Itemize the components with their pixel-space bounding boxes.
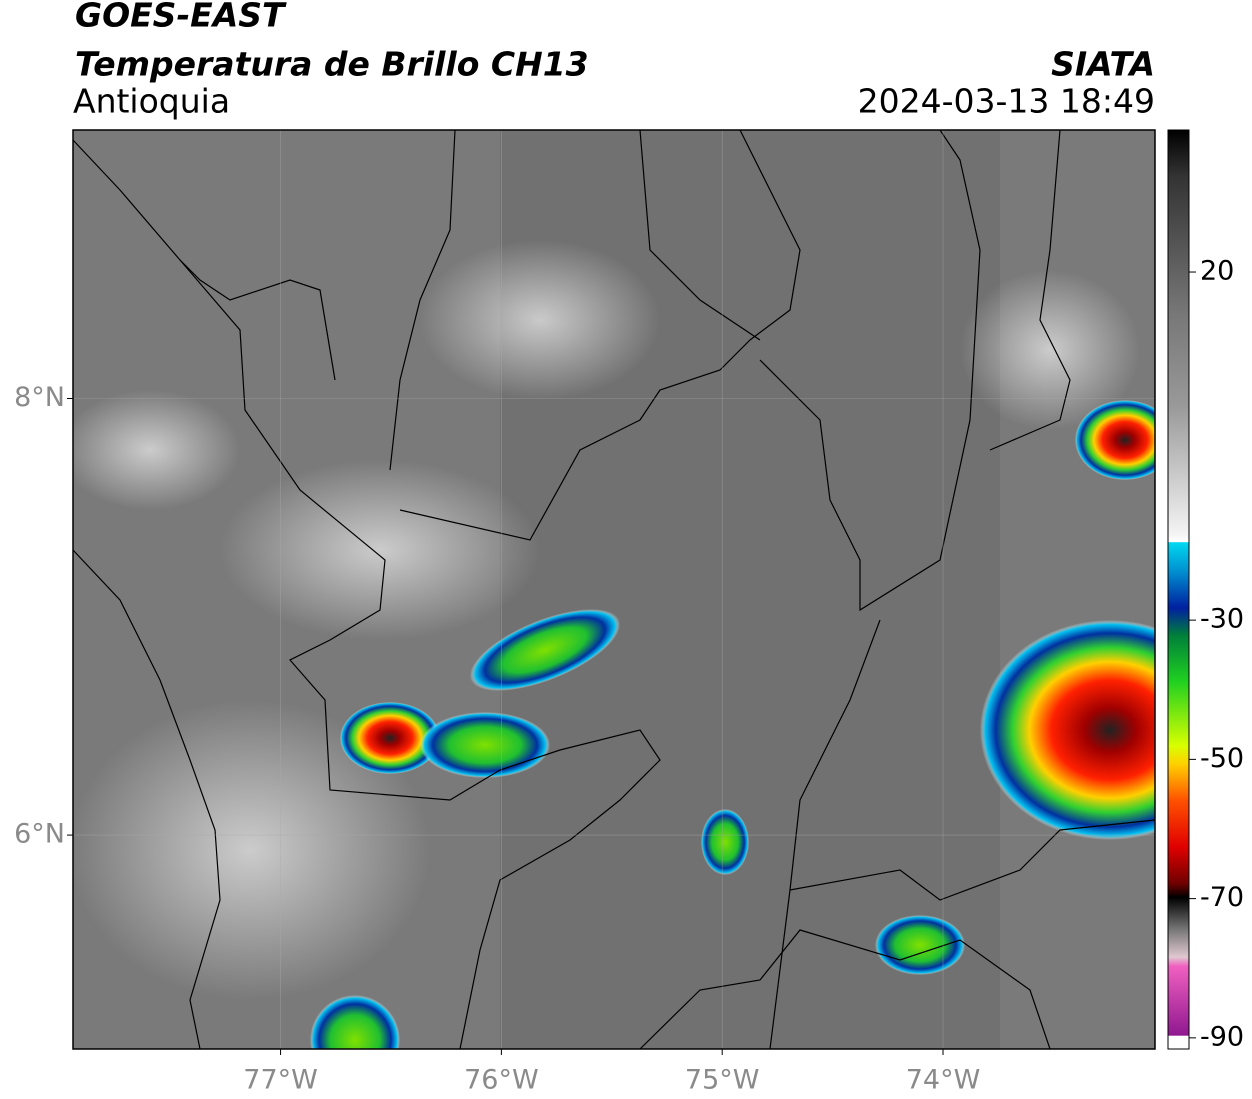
- border: [639, 130, 761, 341]
- border: [389, 130, 456, 471]
- storm: [701, 809, 749, 875]
- border: [769, 619, 881, 1049]
- colorbar: [1167, 129, 1190, 1050]
- datetime: 2024-03-13 18:49: [858, 82, 1155, 121]
- x-tick-label: 75°W: [685, 1065, 760, 1096]
- border: [639, 929, 1051, 1049]
- colorbar-tick-label: -50: [1200, 743, 1244, 774]
- colorbar-tick-label: 20: [1200, 256, 1234, 287]
- y-tick-label: 8°N: [14, 382, 65, 413]
- storm: [875, 915, 965, 975]
- map-frame: [72, 129, 1156, 1050]
- grid: [73, 130, 1155, 1049]
- storm: [1075, 400, 1155, 480]
- colorbar-tick-label: -90: [1200, 1021, 1244, 1052]
- x-tick-label: 77°W: [243, 1065, 318, 1096]
- y-tick-label: 6°N: [14, 819, 65, 850]
- satellite-title: GOES-EAST: [75, 0, 287, 35]
- map-image: [73, 130, 1155, 1049]
- border: [789, 819, 1155, 901]
- coast: [179, 259, 336, 381]
- cloud: [420, 240, 660, 400]
- x-tick-label: 74°W: [906, 1065, 981, 1096]
- colorbar-tick-label: -70: [1200, 882, 1244, 913]
- cloud: [220, 460, 540, 640]
- border: [73, 139, 661, 1049]
- coast: [73, 549, 221, 1049]
- storm: [469, 609, 621, 691]
- agency: SIATA: [1051, 45, 1155, 84]
- cloud: [960, 270, 1140, 430]
- border: [759, 130, 981, 612]
- border: [399, 130, 801, 541]
- cloud: [73, 700, 430, 1000]
- border: [989, 130, 1071, 451]
- x-tick-label: 76°W: [464, 1065, 539, 1096]
- storm: [340, 702, 440, 774]
- storm: [310, 995, 400, 1049]
- colorbar-tick-label: -30: [1200, 604, 1244, 635]
- product-title: Temperatura de Brillo CH13: [75, 45, 589, 84]
- region: Antioquia: [73, 82, 230, 121]
- storm: [980, 620, 1155, 840]
- storm: [420, 712, 550, 778]
- cloud: [73, 390, 240, 510]
